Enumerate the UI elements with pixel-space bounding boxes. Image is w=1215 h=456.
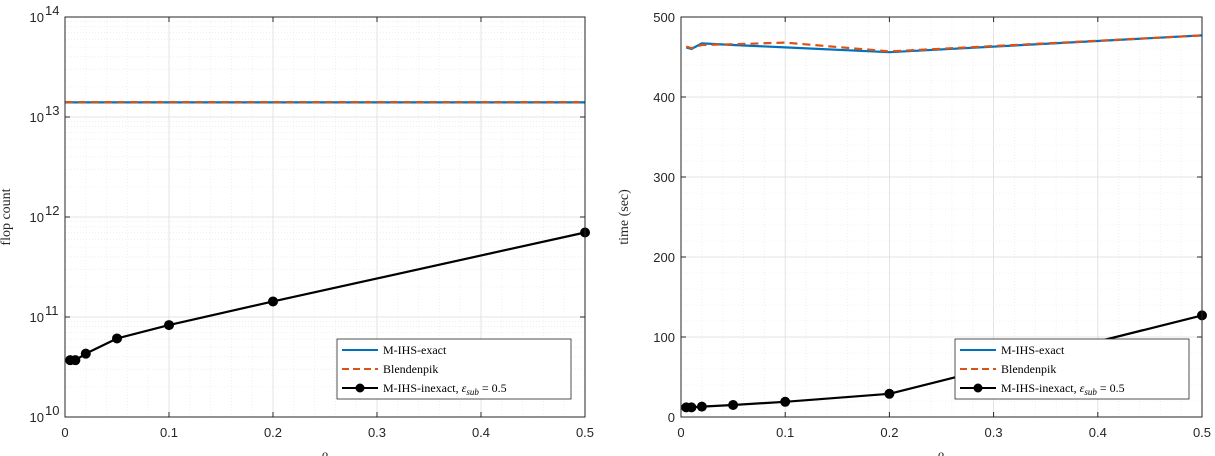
data-point-m-ihs-inexact-sub-0-5 [164, 320, 174, 331]
y-tick-base: 10 [30, 210, 44, 225]
legend-marker-inexact [355, 383, 365, 393]
y-tick-label: 10 [30, 210, 44, 225]
legend-label-exact: M-IHS-exact [1001, 343, 1065, 357]
legend-eps-sub: sub [1084, 387, 1097, 397]
legend-text-inexact: M-IHS-inexact, [1001, 381, 1080, 395]
x-tick-label: 0.4 [1089, 425, 1107, 440]
legend: M-IHS-exact Blendenpik M-IHS-inexact, εs… [336, 338, 572, 400]
data-point-m-ihs-inexact-sub-0-5 [686, 402, 697, 413]
y-tick-label: 10 [30, 410, 44, 425]
data-point-m-ihs-inexact-sub-0-5 [696, 401, 707, 412]
data-point-m-ihs-inexact-sub-0-5 [268, 296, 278, 307]
x-axis-label: β [937, 451, 944, 456]
y-tick-exponent: 13 [45, 103, 59, 118]
legend-eps-sub: sub [466, 387, 479, 397]
x-tick-label: 0.4 [472, 425, 490, 440]
x-tick-label: 0.1 [160, 425, 178, 440]
x-tick-label: 0 [61, 425, 68, 440]
legend-eps-value: = 0.5 [1097, 381, 1125, 395]
series-line-blendenpik [685, 34, 1203, 53]
y-tick-label: 300 [653, 170, 675, 185]
legend-label-exact: M-IHS-exact [383, 343, 447, 357]
series-layer [681, 34, 1207, 413]
x-tick-label: 0.5 [576, 425, 594, 440]
data-point-m-ihs-inexact-sub-0-5 [112, 333, 122, 344]
x-tick-label: 0.1 [776, 425, 794, 440]
x-tick-label: 0.3 [985, 425, 1003, 440]
legend: M-IHS-exact Blendenpik M-IHS-inexact, εs… [954, 338, 1190, 400]
y-tick-exponent: 11 [45, 303, 59, 318]
legend-label-inexact: M-IHS-inexact, εsub = 0.5 [383, 381, 507, 397]
y-axis-label: time (sec) [617, 189, 632, 245]
y-tick-label: 10 [30, 310, 44, 325]
data-point-m-ihs-inexact-sub-0-5 [80, 348, 91, 359]
data-point-m-ihs-inexact-sub-0-5 [780, 396, 791, 407]
axes-box [680, 16, 1203, 418]
legend-marker-inexact [973, 383, 983, 393]
data-point-m-ihs-inexact-sub-0-5 [884, 388, 895, 399]
series-layer [65, 100, 590, 366]
y-tick-label: 10 [30, 10, 44, 25]
legend-text-inexact: M-IHS-inexact, [383, 381, 462, 395]
x-tick-label: 0.3 [368, 425, 386, 440]
y-tick-label: 10 [30, 110, 44, 125]
legend-label-inexact: M-IHS-inexact, εsub = 0.5 [1001, 381, 1125, 397]
legend-eps: ε [462, 381, 467, 395]
y-tick-exponent: 12 [45, 203, 59, 218]
y-tick-base: 10 [30, 310, 44, 325]
y-tick-base: 10 [30, 10, 44, 25]
legend-label-blendenpik: Blendenpik [383, 362, 438, 376]
x-tick-label: 0.5 [1193, 425, 1211, 440]
y-tick-exponent: 10 [45, 403, 59, 418]
x-tick-label: 0 [677, 425, 684, 440]
y-tick-label: 200 [653, 250, 675, 265]
y-tick-label: 400 [653, 90, 675, 105]
data-point-m-ihs-inexact-sub-0-5 [70, 355, 81, 366]
tick-layer: 0 0.1 0.2 0.3 0.4 0.5 0 100 200 300 400 500 [653, 10, 1211, 440]
y-tick-label: 100 [653, 330, 675, 345]
y-tick-label: 500 [653, 10, 675, 25]
data-point-m-ihs-inexact-sub-0-5 [728, 400, 739, 410]
x-tick-label: 0.2 [880, 425, 898, 440]
legend-label-blendenpik: Blendenpik [1001, 362, 1056, 376]
y-tick-label: 0 [668, 410, 675, 425]
time-chart: 0 0.1 0.2 0.3 0.4 0.5 0 100 200 300 400 500 time (s… [617, 10, 1211, 456]
x-axis-label: β [321, 451, 328, 456]
y-tick-base: 10 [30, 110, 44, 125]
x-tick-label: 0.2 [264, 425, 282, 440]
y-tick-exponent: 14 [45, 3, 59, 18]
legend-eps: ε [1080, 381, 1085, 395]
legend-eps-value: = 0.5 [479, 381, 507, 395]
y-tick-base: 10 [30, 410, 44, 425]
y-axis-label: flop count [0, 188, 14, 245]
